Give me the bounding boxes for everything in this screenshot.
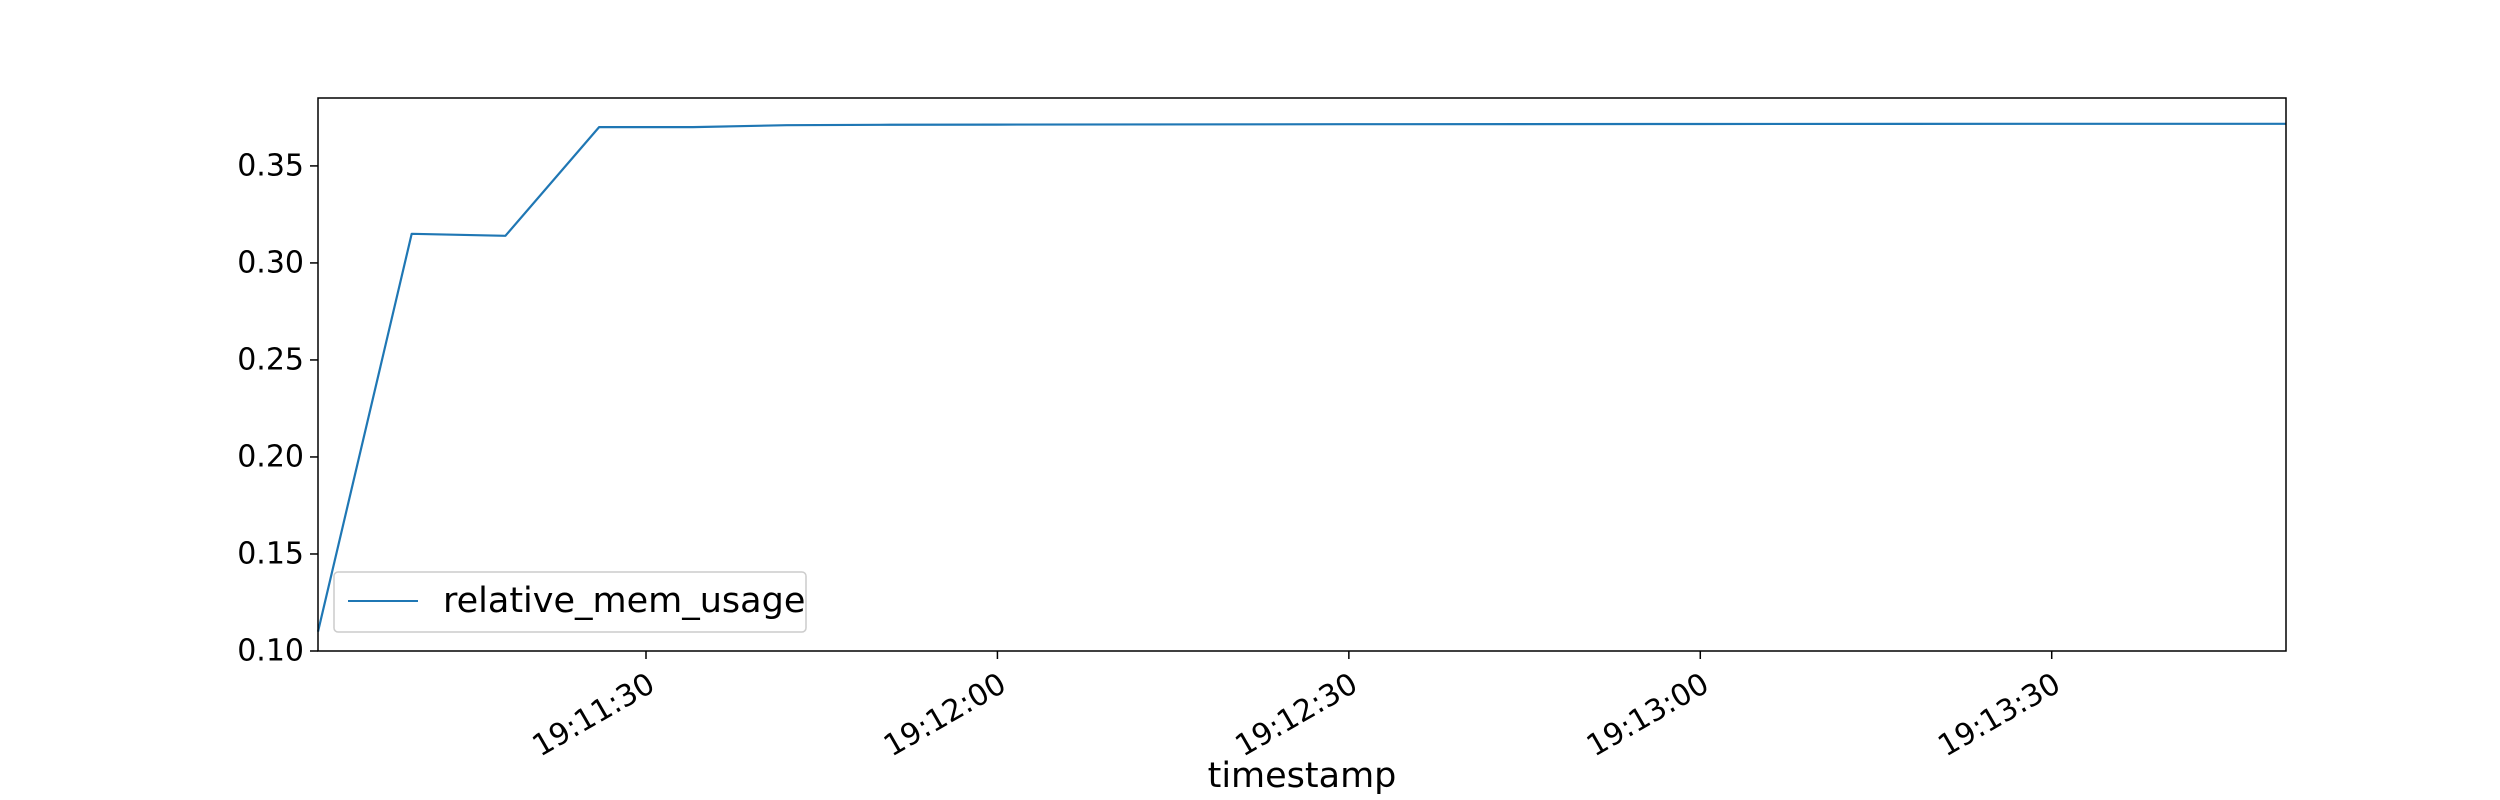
series-layer [316, 122, 2286, 632]
y-tick-label: 0.10 [237, 634, 304, 669]
legend-label: relative_mem_usage [443, 581, 805, 621]
y-tick-label: 0.25 [237, 342, 304, 377]
x-tick-label: 19:11:30 [527, 666, 661, 764]
x-axis: 19:11:30 19:12:00 19:12:30 19:13:00 19:13:30 [527, 651, 2067, 764]
y-tick-label: 0.15 [237, 536, 304, 571]
y-axis: 0.10 0.15 0.20 0.25 0.30 0.35 [237, 148, 318, 669]
legend-box [333, 571, 807, 633]
x-axis-title: timestamp [1208, 756, 1397, 796]
x-tick-label: 19:12:00 [878, 666, 1012, 764]
y-tick-label: 0.35 [237, 148, 304, 183]
y-tick-label: 0.30 [237, 245, 304, 280]
x-tick-label: 19:12:30 [1229, 666, 1363, 764]
x-tick-label: 19:13:00 [1581, 666, 1715, 764]
y-tick-label: 0.20 [237, 439, 304, 474]
legend: relative_mem_usage [333, 571, 807, 633]
x-tick-label: 19:13:30 [1932, 666, 2066, 764]
series-line [316, 122, 2286, 632]
plot-area-frame [317, 97, 2287, 652]
